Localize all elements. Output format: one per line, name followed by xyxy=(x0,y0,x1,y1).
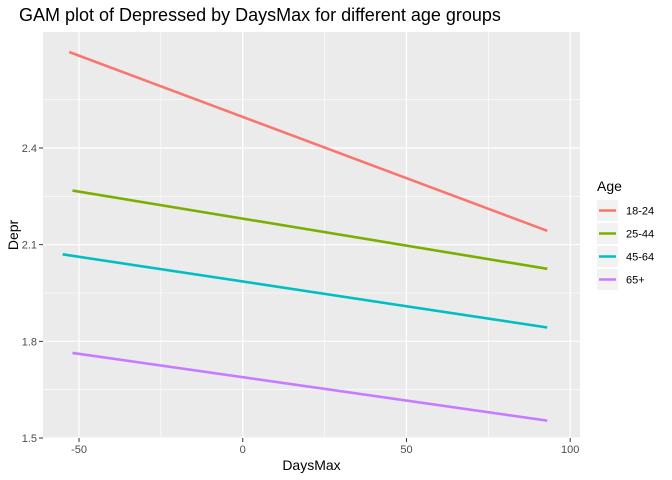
legend: Age 18-24 25-44 45-64 65+ xyxy=(597,178,654,290)
y-axis: 1.5 1.8 2.1 2.4 xyxy=(22,143,43,445)
series-line-25-44 xyxy=(72,189,548,271)
y-axis-title: Depr xyxy=(5,219,21,250)
legend-item: 18-24 xyxy=(597,200,654,221)
x-tick-label: 100 xyxy=(561,444,579,456)
legend-item: 65+ xyxy=(597,269,645,290)
series-line-65plus xyxy=(72,351,548,422)
chart-title: GAM plot of Depressed by DaysMax for dif… xyxy=(19,5,501,25)
legend-item: 45-64 xyxy=(597,246,654,267)
x-tick-label: 0 xyxy=(240,444,246,456)
legend-label: 18-24 xyxy=(626,206,654,218)
major-gridlines xyxy=(43,32,580,439)
series-lines xyxy=(62,50,548,422)
legend-label: 25-44 xyxy=(626,229,654,241)
x-axis: -50 0 50 100 xyxy=(71,438,579,456)
y-tick-label: 1.5 xyxy=(22,433,37,445)
series-line-18-24 xyxy=(68,50,548,233)
y-tick-label: 2.1 xyxy=(22,240,37,252)
y-tick-label: 2.4 xyxy=(22,143,37,155)
legend-item: 25-44 xyxy=(597,223,654,244)
x-tick-label: -50 xyxy=(71,444,87,456)
series-line-45-64 xyxy=(62,253,548,329)
legend-label: 45-64 xyxy=(626,252,654,264)
y-tick-label: 1.8 xyxy=(22,336,37,348)
legend-title: Age xyxy=(597,178,622,194)
x-tick-label: 50 xyxy=(400,444,412,456)
legend-label: 65+ xyxy=(626,275,645,287)
x-axis-title: DaysMax xyxy=(282,457,340,473)
plot-panel xyxy=(43,32,580,438)
legend-items: 18-24 25-44 45-64 65+ xyxy=(597,200,654,290)
